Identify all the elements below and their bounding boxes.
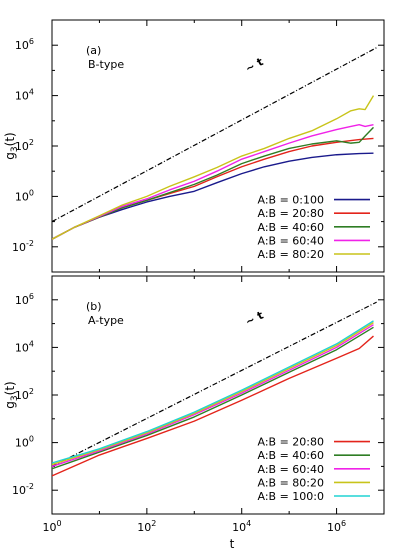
legend-label: A:B = 80:20: [258, 248, 325, 261]
x-tick-label: 106: [327, 519, 346, 534]
y-tick-label: 106: [15, 37, 34, 52]
panel-label: (a): [86, 44, 101, 57]
y-tick-label: 10-2: [12, 239, 34, 254]
panel-b-chart: 100 102 104 10610-2100102104106g3(t)(b)A-ty…: [3, 275, 385, 534]
legend-label: A:B = 40:60: [258, 449, 325, 462]
plot-frame: [51, 275, 385, 515]
series-line: [52, 320, 374, 464]
legend-label: A:B = 60:40: [258, 463, 325, 476]
y-tick-label: 100: [15, 435, 34, 450]
series-line: [52, 322, 374, 466]
reference-line-label: ~ t: [243, 309, 265, 329]
y-tick-label: 10-2: [12, 482, 34, 497]
series-line: [52, 324, 374, 468]
reference-line: [52, 47, 377, 223]
series-line: [52, 335, 374, 477]
legend-label: A:B = 100:0: [258, 490, 325, 503]
y-axis-label: g3(t): [3, 381, 20, 408]
y-tick-label: 106: [15, 292, 34, 307]
legend-label: A:B = 60:40: [258, 234, 325, 247]
series-line: [52, 126, 374, 240]
series-line: [52, 137, 374, 240]
series-line: [52, 124, 374, 240]
x-tick-label: 104: [232, 519, 251, 534]
plot-area: [52, 301, 377, 477]
x-tick-label: 102: [137, 519, 156, 534]
legend-label: A:B = 0:100: [258, 194, 325, 207]
y-tick-label: 104: [15, 339, 34, 354]
panel-subtitle: B-type: [88, 58, 124, 71]
reference-line: [52, 301, 377, 467]
plot-area: [52, 47, 377, 240]
y-axis-label: g3(t): [3, 132, 20, 159]
reference-line-label: ~ t: [243, 55, 265, 75]
panel-subtitle: A-type: [88, 314, 124, 327]
y-tick-label: 104: [15, 88, 34, 103]
x-axis-label: t: [230, 537, 235, 551]
y-tick-label: 100: [15, 188, 34, 203]
legend-label: A:B = 20:80: [258, 436, 325, 449]
series-line: [52, 95, 375, 240]
series-line: [52, 326, 374, 470]
legend-label: A:B = 40:60: [258, 221, 325, 234]
legend-label: A:B = 80:20: [258, 476, 325, 489]
panel-label: (b): [86, 300, 102, 313]
legend-label: A:B = 20:80: [258, 207, 325, 220]
x-tick-label: 100: [42, 519, 61, 534]
